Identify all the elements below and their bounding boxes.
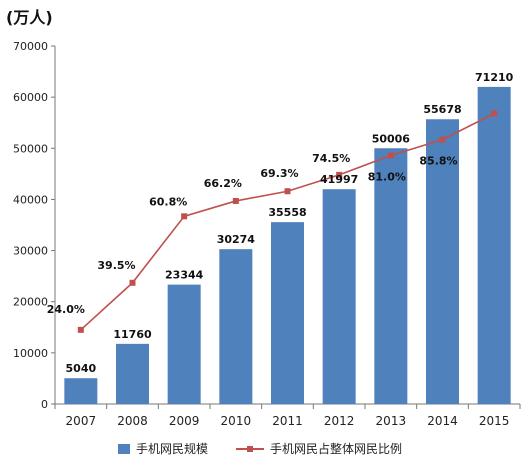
legend-bar-label: 手机网民规模 (136, 442, 209, 456)
bar-value-label: 50006 (372, 132, 411, 145)
line-series (77, 110, 498, 333)
unit-label: (万人) (6, 8, 53, 27)
x-tick-label: 2007 (66, 414, 97, 428)
percent-label: 81.0% (368, 170, 406, 183)
bar (64, 378, 98, 404)
bar (167, 284, 201, 404)
bar-value-label: 23344 (165, 269, 204, 282)
y-tick-label: 30000 (13, 245, 48, 258)
percent-label: 39.5% (97, 259, 135, 272)
line-point (284, 188, 291, 195)
y-tick-label: 0 (41, 398, 48, 411)
line-swatch-icon (236, 444, 265, 454)
bar-value-label: 5040 (66, 362, 97, 375)
bar (322, 189, 356, 404)
bar-value-label: 30274 (217, 233, 256, 246)
x-tick-label: 2015 (479, 414, 510, 428)
bar-value-label: 35558 (268, 206, 306, 219)
percent-label: 85.8% (419, 155, 457, 168)
percent-label: 60.8% (149, 195, 187, 208)
bar-value-label: 71210 (475, 71, 514, 84)
x-tick-label: 2014 (427, 414, 458, 428)
x-tick-label: 2009 (169, 414, 200, 428)
bar (271, 222, 304, 404)
bar-value-label: 55678 (423, 103, 461, 116)
y-tick-label: 40000 (13, 193, 48, 206)
line-point (129, 279, 136, 286)
x-tick-label: 2013 (376, 414, 407, 428)
x-tick-label: 2012 (324, 414, 355, 428)
y-tick-label: 10000 (13, 347, 48, 360)
x-tick-label: 2011 (272, 414, 303, 428)
line-point (439, 136, 446, 143)
bar-value-label: 11760 (113, 328, 152, 341)
bar-series (64, 86, 511, 405)
legend-item-line: 手机网民占整体网民比例 (236, 440, 402, 457)
percent-label: 24.0% (47, 303, 85, 316)
line-point (181, 213, 188, 220)
percent-label: 66.2% (204, 177, 242, 190)
chart-axes: 0 10000 20000 30000 40000 50000 60000 70000 2007… (13, 40, 521, 428)
bar (374, 148, 408, 404)
x-tick-label: 2008 (117, 414, 148, 428)
bar-value-label: 41997 (320, 173, 358, 186)
y-tick-label: 20000 (13, 296, 48, 309)
line-point (336, 171, 343, 178)
chart-canvas: 0 10000 20000 30000 40000 50000 60000 70000 2007… (13, 40, 521, 428)
bar (477, 86, 511, 405)
line-point (491, 110, 498, 117)
x-tick-label: 2010 (221, 414, 252, 428)
data-labels: 5040 11760 23344 30274 35558 41997 50006 55678 7… (47, 71, 514, 375)
line-point (387, 152, 394, 159)
bar-swatch-icon (118, 443, 130, 454)
line-point (77, 326, 84, 333)
percent-label: 74.5% (312, 152, 350, 165)
line-point (232, 197, 239, 204)
legend: 手机网民规模 手机网民占整体网民比例 (118, 440, 498, 457)
y-tick-label: 70000 (13, 40, 48, 53)
bar (219, 249, 253, 404)
y-tick-label: 50000 (13, 142, 48, 155)
bar (116, 343, 149, 404)
bar (426, 119, 459, 405)
legend-item-bars: 手机网民规模 (118, 440, 208, 457)
legend-line-label: 手机网民占整体网民比例 (270, 442, 403, 456)
percent-label: 69.3% (260, 167, 298, 180)
y-tick-label: 60000 (13, 91, 48, 104)
